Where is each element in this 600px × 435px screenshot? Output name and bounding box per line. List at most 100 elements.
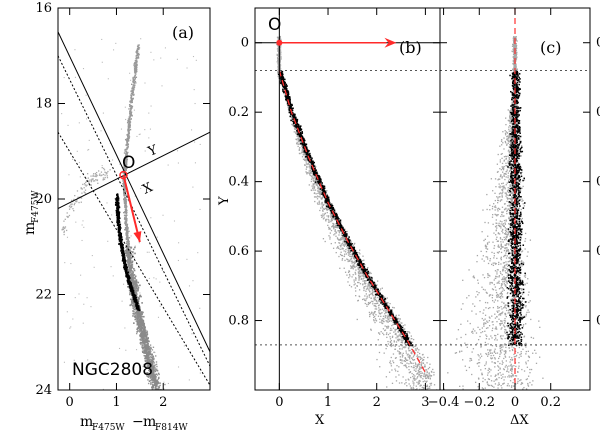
star-gray (86, 297, 88, 299)
star-gray (311, 185, 313, 187)
star-gray (145, 341, 147, 344)
star-gray (124, 156, 127, 159)
star-gray (123, 214, 126, 217)
star-gray (126, 157, 128, 159)
star-gray (90, 306, 92, 308)
star-gray (87, 177, 89, 179)
star-black (137, 308, 139, 311)
star-gray (393, 331, 395, 333)
star-gray (125, 202, 127, 204)
star-gray (140, 334, 143, 337)
star-black (123, 255, 125, 258)
star-gray (410, 351, 412, 354)
star-gray (131, 97, 133, 100)
star-gray (80, 201, 82, 203)
star-gray (157, 378, 159, 381)
star-gray (395, 314, 397, 316)
star-black (138, 307, 140, 310)
star-black (123, 257, 125, 260)
star-gray (404, 364, 407, 366)
star-gray (325, 220, 327, 222)
star-gray (125, 157, 127, 160)
star-gray (127, 241, 130, 243)
star-gray (130, 302, 133, 304)
star-gray (132, 97, 134, 100)
star-gray (74, 49, 76, 51)
star-gray (313, 177, 315, 179)
star-gray (383, 297, 386, 299)
star-gray (293, 127, 296, 129)
star-gray (382, 322, 384, 325)
star-black (119, 240, 122, 243)
star-gray (125, 151, 128, 154)
star-gray (310, 180, 313, 183)
star-gray (144, 348, 146, 350)
star-gray (132, 87, 134, 90)
star-gray (308, 164, 310, 166)
star-gray (148, 369, 150, 372)
star-gray (136, 320, 139, 323)
star-gray (341, 257, 344, 260)
star-black (122, 260, 125, 262)
star-gray (152, 379, 155, 381)
star-gray (110, 266, 112, 268)
star-black (125, 271, 128, 274)
star-gray (124, 150, 126, 152)
star-gray (101, 167, 103, 169)
star-gray (157, 386, 159, 388)
star-gray (147, 359, 149, 361)
star-gray (405, 365, 407, 367)
star-gray (368, 271, 371, 274)
star-gray (313, 189, 315, 191)
star-gray (125, 148, 127, 150)
star-gray (137, 289, 139, 292)
star-gray (127, 143, 130, 146)
star-gray (150, 51, 152, 53)
star-gray (420, 375, 422, 377)
star-gray (376, 300, 378, 303)
star-gray (82, 220, 84, 222)
star-gray (127, 243, 129, 245)
star-black (116, 216, 119, 219)
star-gray (66, 311, 68, 313)
star-gray (123, 202, 126, 204)
star-gray (358, 267, 360, 269)
star-gray (321, 203, 323, 205)
star-black (121, 251, 124, 254)
star-gray (130, 109, 132, 111)
star-gray (128, 134, 130, 136)
star-gray (98, 174, 101, 176)
star-gray (61, 228, 63, 231)
star-gray (70, 263, 72, 265)
star-gray (93, 266, 95, 268)
star-gray (138, 313, 140, 316)
star-gray (125, 162, 128, 164)
star-gray (358, 252, 360, 254)
star-gray (142, 323, 145, 325)
star-gray (91, 178, 93, 180)
star-gray (369, 284, 371, 286)
star-gray (376, 358, 378, 361)
star-gray (334, 225, 337, 227)
star-gray (141, 319, 143, 322)
star-gray (123, 172, 125, 175)
star-gray (132, 94, 135, 96)
star-black (118, 236, 121, 238)
star-gray (151, 354, 153, 356)
star-gray (65, 229, 68, 232)
star-gray (392, 323, 394, 326)
star-gray (154, 380, 157, 383)
star-gray (414, 375, 416, 377)
star-gray (373, 312, 376, 314)
star-gray (344, 228, 346, 230)
star-gray (134, 71, 137, 74)
star-gray (398, 351, 400, 353)
star-gray (88, 180, 90, 182)
star-gray (129, 109, 131, 112)
star-gray (378, 307, 380, 309)
star-gray (133, 304, 136, 307)
star-gray (348, 252, 350, 254)
star-gray (139, 292, 141, 294)
star-gray (128, 273, 130, 275)
star-gray (349, 251, 352, 254)
